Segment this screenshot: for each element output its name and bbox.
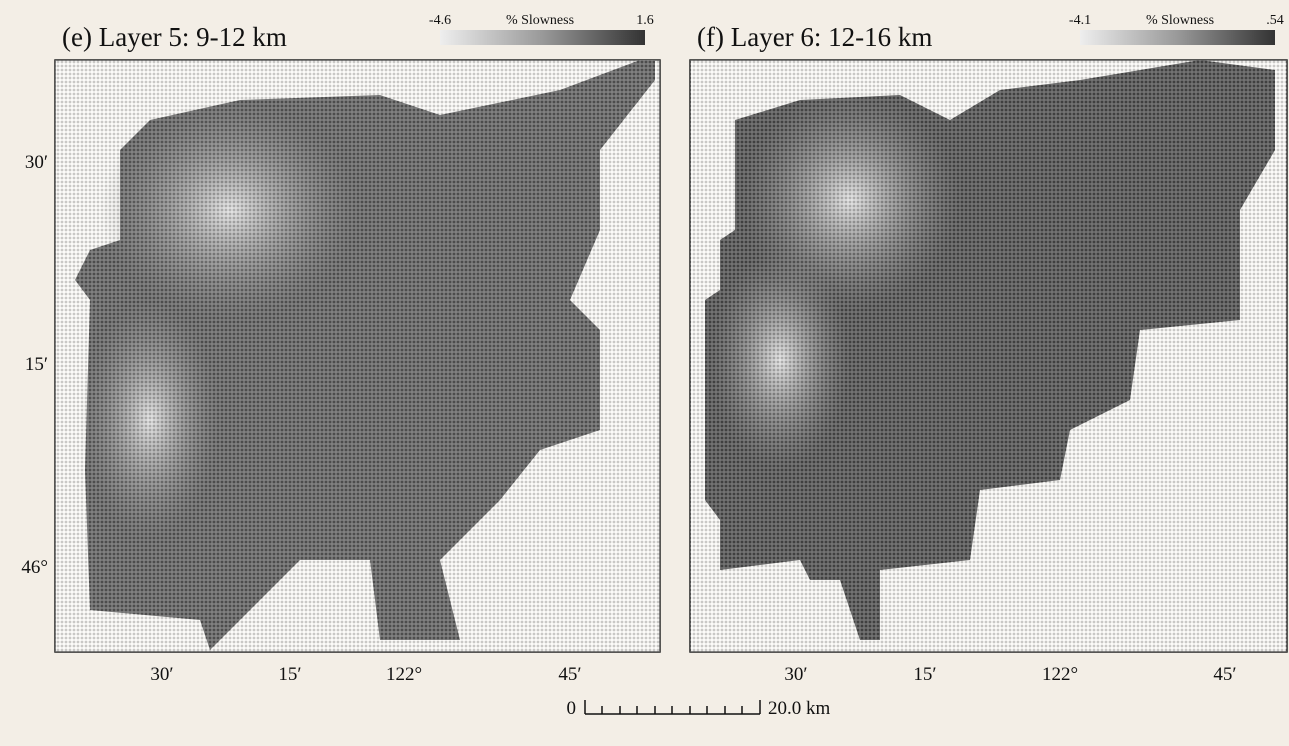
- x-tick-label: 30′: [150, 664, 173, 685]
- colorbar-min: -4.1: [1069, 13, 1091, 28]
- x-tick-label: 45′: [558, 664, 581, 685]
- colorbar: [440, 30, 645, 45]
- halftone: [690, 60, 1287, 652]
- x-tick-label: 45′: [1213, 664, 1236, 685]
- colorbar-max: .54: [1266, 13, 1284, 28]
- panel-title: (e) Layer 5: 9-12 km: [62, 22, 287, 52]
- y-tick-label: 46°: [21, 557, 48, 578]
- x-tick-label: 122°: [1042, 664, 1078, 685]
- colorbar: [1080, 30, 1275, 45]
- x-tick-label: 122°: [386, 664, 422, 685]
- y-tick-label: 30′: [25, 152, 48, 173]
- scale-start: 0: [567, 698, 577, 719]
- colorbar-min: -4.6: [429, 13, 451, 28]
- x-tick-label: 30′: [784, 664, 807, 685]
- y-tick-label: 15′: [25, 354, 48, 375]
- halftone: [55, 60, 660, 652]
- scale-bar: [584, 700, 761, 715]
- x-tick-label: 15′: [913, 664, 936, 685]
- colorbar-max: 1.6: [636, 13, 654, 28]
- scale-end: 20.0 km: [768, 698, 831, 719]
- colorbar-label: % Slowness: [506, 13, 574, 28]
- x-tick-label: 15′: [278, 664, 301, 685]
- colorbar-label: % Slowness: [1146, 13, 1214, 28]
- panel-title: (f) Layer 6: 12-16 km: [697, 22, 932, 52]
